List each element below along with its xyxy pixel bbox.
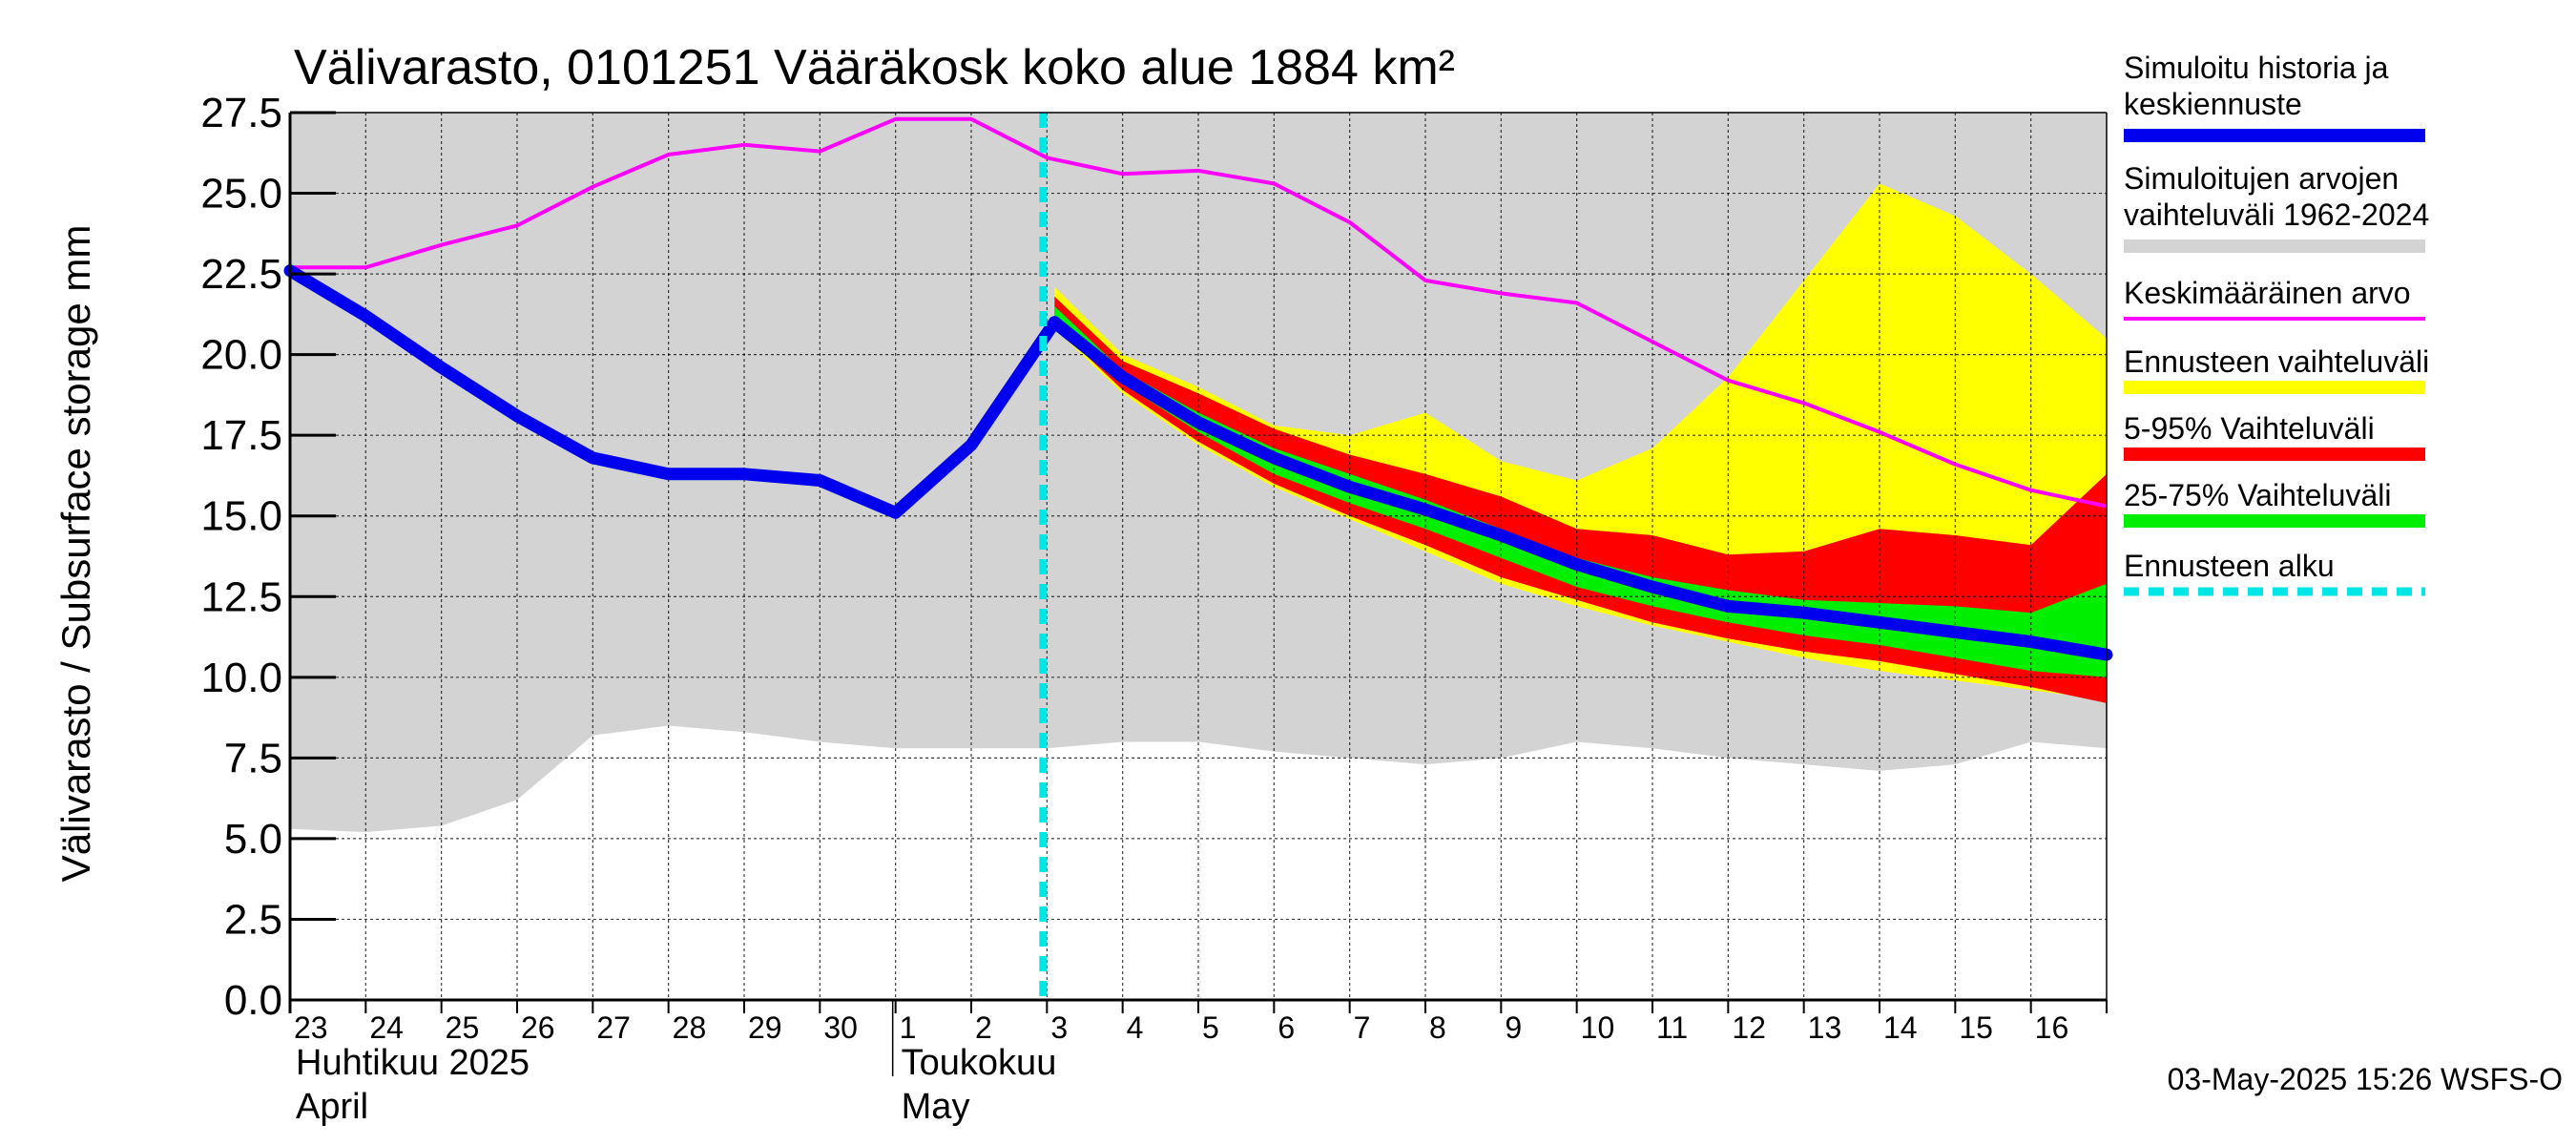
x-day-label: 29 <box>748 1010 782 1045</box>
x-day-label: 7 <box>1354 1010 1371 1045</box>
x-day-label: 30 <box>823 1010 858 1045</box>
month-label-en: April <box>296 1087 368 1127</box>
legend-label-forecast_start: Ennusteen alku <box>2124 549 2335 583</box>
month-label: Huhtikuu 2025 <box>296 1043 530 1083</box>
y-tick-label: 17.5 <box>200 412 282 459</box>
legend-label-history: Simuloitu historia ja <box>2124 51 2389 85</box>
history-line <box>283 264 1061 519</box>
x-day-label: 5 <box>1202 1010 1219 1045</box>
legend-label2-history: keskiennuste <box>2124 87 2302 121</box>
month-label-en: May <box>902 1087 970 1127</box>
grid-lines <box>290 113 2107 1000</box>
x-day-label: 24 <box>369 1010 404 1045</box>
x-day-label: 23 <box>294 1010 328 1045</box>
y-axis-label: Välivarasto / Subsurface storage mm <box>53 225 98 883</box>
y-tick-label: 0.0 <box>224 977 282 1024</box>
y-tick-label: 15.0 <box>200 493 282 540</box>
x-day-label: 1 <box>900 1010 917 1045</box>
x-day-label: 10 <box>1581 1010 1615 1045</box>
x-day-label: 16 <box>2035 1010 2069 1045</box>
x-day-label: 9 <box>1505 1010 1522 1045</box>
x-day-label: 8 <box>1429 1010 1446 1045</box>
x-day-label: 2 <box>975 1010 992 1045</box>
y-tick-label: 2.5 <box>224 896 282 943</box>
forecast-median-line <box>1048 316 2113 661</box>
legend-label2-range: vaihteluväli 1962-2024 <box>2124 198 2429 232</box>
legend-label-p25_75: 25-75% Vaihteluväli <box>2124 478 2391 512</box>
y-tick-label: 7.5 <box>224 735 282 781</box>
x-day-label: 6 <box>1278 1010 1295 1045</box>
series-lines <box>283 113 2113 1000</box>
y-tick-label: 12.5 <box>200 573 282 620</box>
x-tick-labels: 23 24 25 26 27 28 29 30 1 2 3 4 5 6 7 8 9 10 11 12 13 14 15 16H… <box>294 1010 2068 1127</box>
legend-label-mean: Keskimääräinen arvo <box>2124 276 2411 310</box>
x-day-label: 28 <box>673 1010 707 1045</box>
y-tick-label: 10.0 <box>200 655 282 701</box>
x-day-label: 12 <box>1732 1010 1766 1045</box>
x-day-label: 15 <box>1959 1010 1993 1045</box>
legend-label-range: Simuloitujen arvojen <box>2124 161 2399 196</box>
chart-title: Välivarasto, 0101251 Vääräkosk koko alue… <box>294 40 1455 95</box>
x-day-label: 3 <box>1050 1010 1068 1045</box>
x-day-label: 13 <box>1808 1010 1842 1045</box>
month-label: Toukokuu <box>902 1043 1057 1083</box>
y-tick-labels: 0.0 2.5 5.0 7.5 10.0 12.5 15.0 17.5 20.0 22.5 25.0… <box>200 90 282 1024</box>
x-day-label: 14 <box>1883 1010 1918 1045</box>
x-day-label: 11 <box>1656 1010 1688 1045</box>
x-day-label: 4 <box>1127 1010 1144 1045</box>
p5-95-band <box>1054 296 2107 703</box>
y-tick-label: 25.0 <box>200 171 282 218</box>
y-tick-label: 22.5 <box>200 251 282 298</box>
timestamp-footer: 03-May-2025 15:26 WSFS-O <box>2168 1062 2563 1096</box>
mean-line <box>290 116 2108 509</box>
x-day-label: 27 <box>596 1010 631 1045</box>
x-day-label: 26 <box>521 1010 555 1045</box>
plot-areas <box>290 113 2107 833</box>
legend-label-p5_95: 5-95% Vaihteluväli <box>2124 411 2375 446</box>
y-tick-label: 27.5 <box>200 90 282 136</box>
y-tick-label: 5.0 <box>224 816 282 863</box>
axes <box>288 111 2108 1076</box>
y-tick-label: 20.0 <box>200 332 282 379</box>
legend-label-forecast_range: Ennusteen vaihteluväli <box>2124 344 2429 379</box>
x-day-label: 25 <box>446 1010 480 1045</box>
